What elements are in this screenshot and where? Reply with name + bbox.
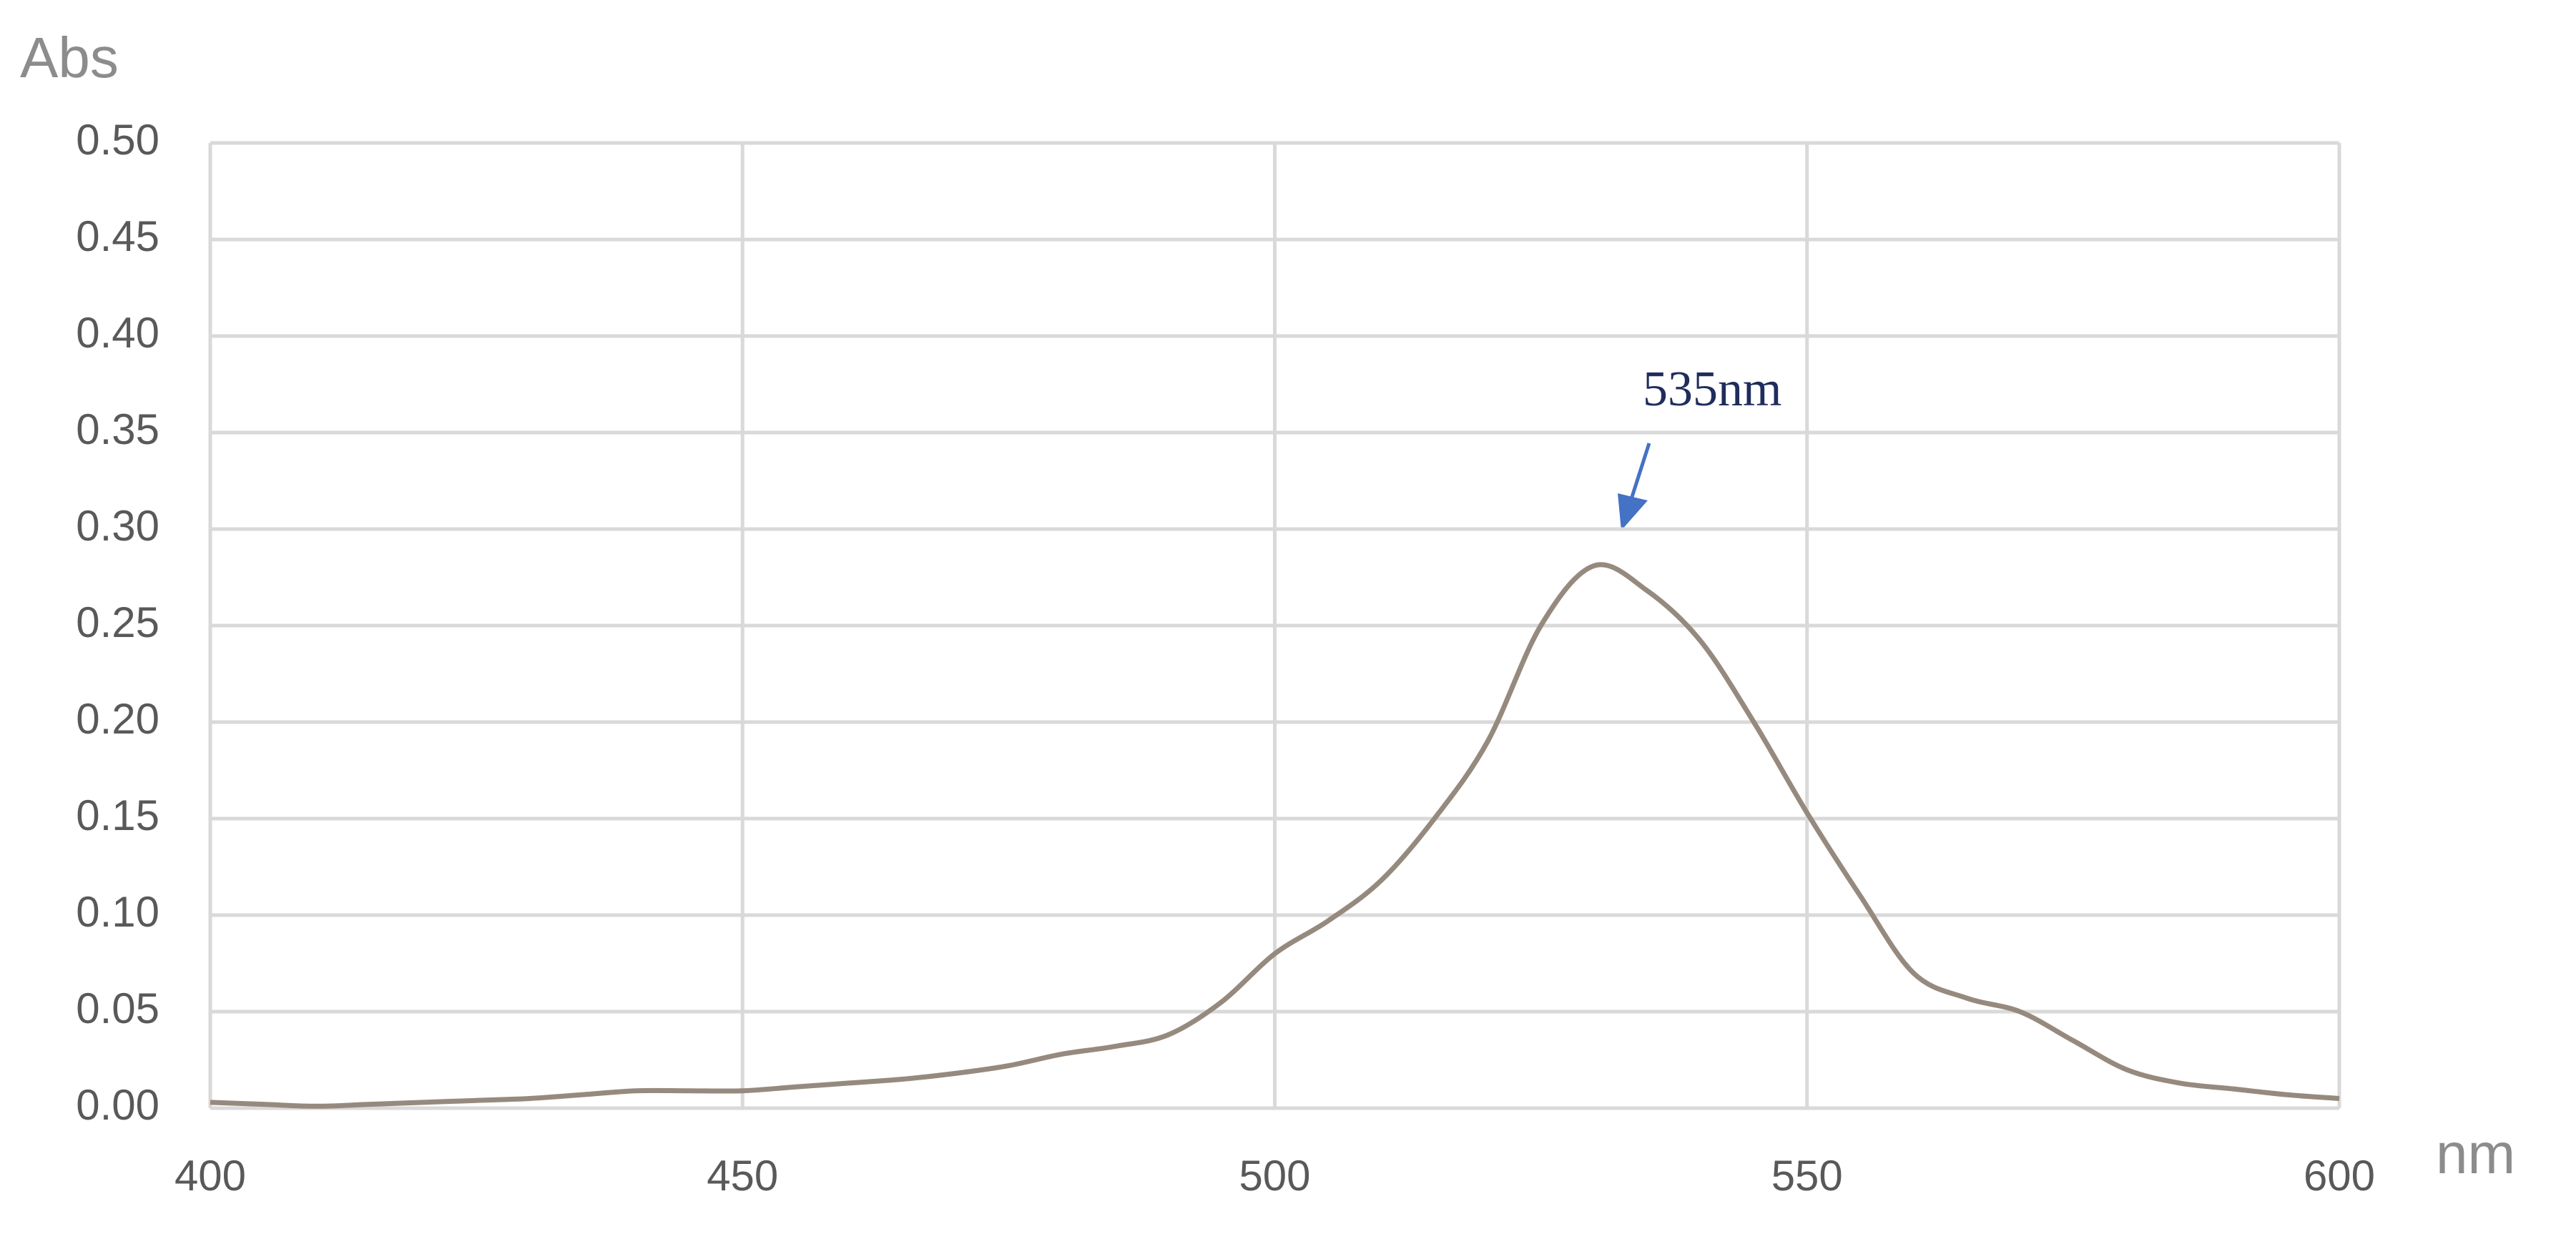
x-tick-label: 550 — [1771, 1152, 1843, 1200]
x-tick-label: 450 — [707, 1152, 778, 1200]
y-tick-label: 0.40 — [76, 309, 159, 357]
x-tick-label: 500 — [1239, 1152, 1310, 1200]
y-tick-label: 0.35 — [76, 405, 159, 453]
y-tick-label: 0.10 — [76, 888, 159, 936]
y-tick-label: 0.25 — [76, 598, 159, 646]
y-tick-label: 0.30 — [76, 502, 159, 550]
y-tick-label: 0.15 — [76, 791, 159, 839]
x-axis-label: nm — [2436, 1122, 2515, 1185]
y-tick-label: 0.00 — [76, 1081, 159, 1129]
data-line — [210, 562, 2340, 1109]
x-tick-label: 600 — [2304, 1152, 2375, 1200]
y-tick-label: 0.50 — [76, 116, 159, 164]
y-tick-label: 0.45 — [76, 212, 159, 260]
y-tick-label: 0.20 — [76, 695, 159, 743]
annotation-arrow — [1618, 443, 1651, 530]
y-tick-label: 0.05 — [76, 984, 159, 1032]
annotation: 535nm — [1643, 362, 1781, 417]
x-tick-label: 400 — [174, 1152, 246, 1200]
y-axis-label: Abs — [20, 26, 119, 89]
